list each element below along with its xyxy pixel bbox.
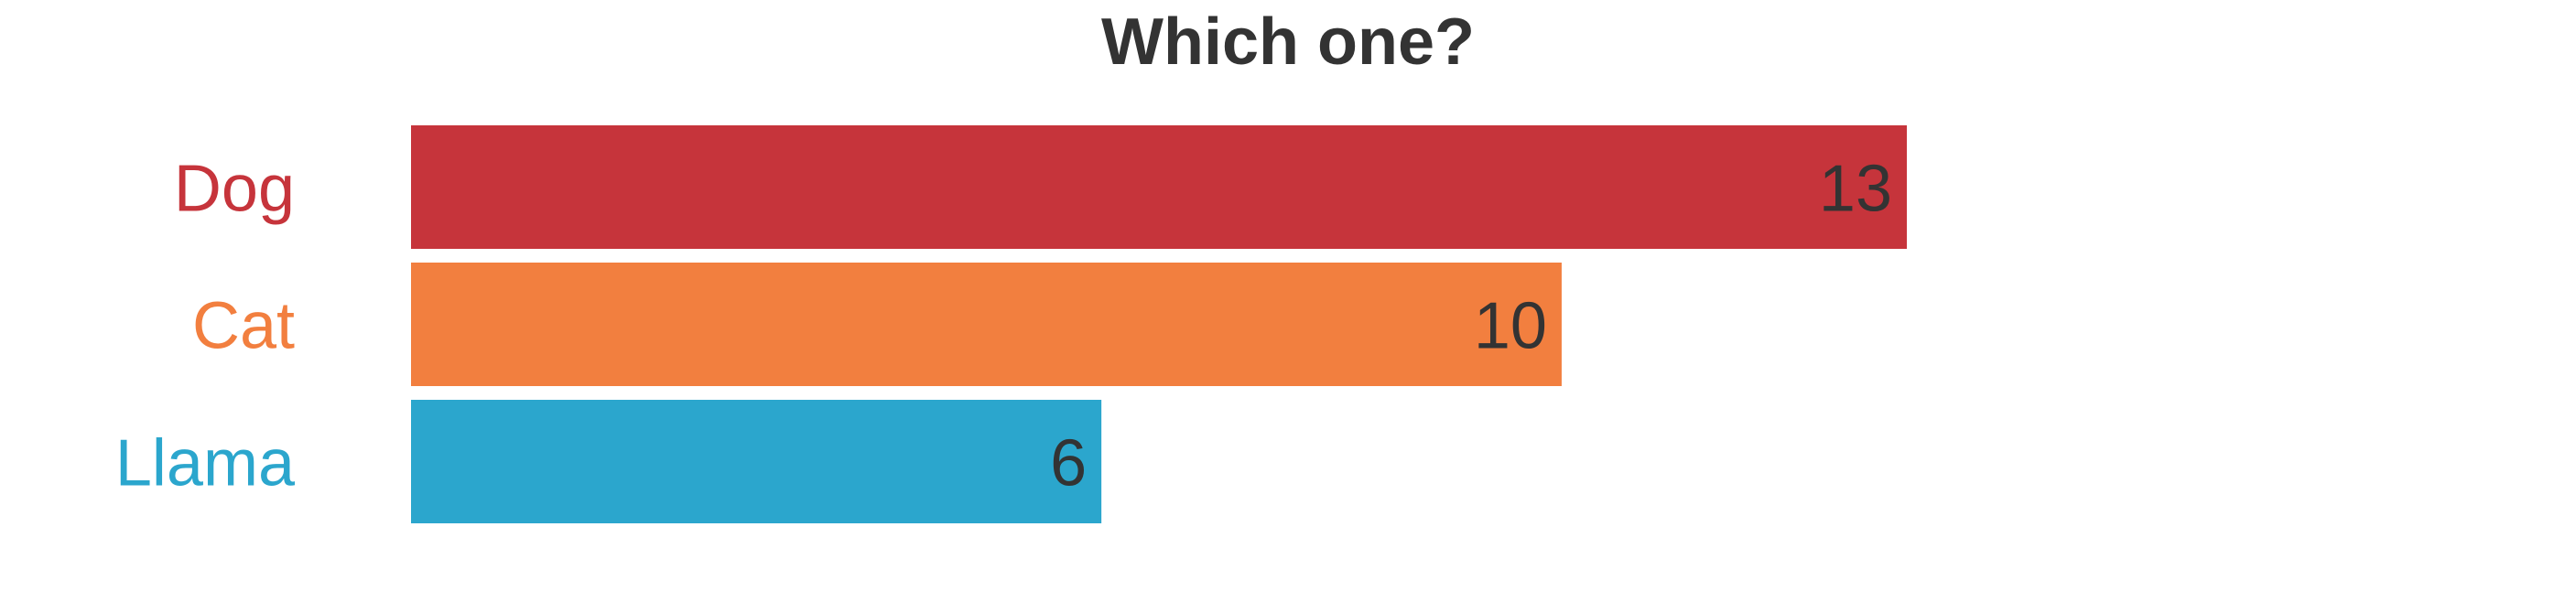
value-label-dog: 13 — [1819, 152, 1892, 225]
value-labels: 13 10 6 — [1050, 152, 1892, 500]
bar-dog — [411, 125, 1907, 249]
category-label-dog: Dog — [174, 152, 295, 225]
value-label-cat: 10 — [1474, 289, 1547, 362]
bars-group — [411, 125, 1907, 523]
category-labels: Dog Cat Llama — [115, 152, 296, 500]
category-label-llama: Llama — [115, 426, 296, 500]
value-label-llama: 6 — [1050, 426, 1087, 500]
bar-llama — [411, 400, 1102, 523]
category-label-cat: Cat — [192, 289, 295, 362]
chart-title: Which one? — [1101, 5, 1475, 79]
bar-cat — [411, 263, 1562, 386]
